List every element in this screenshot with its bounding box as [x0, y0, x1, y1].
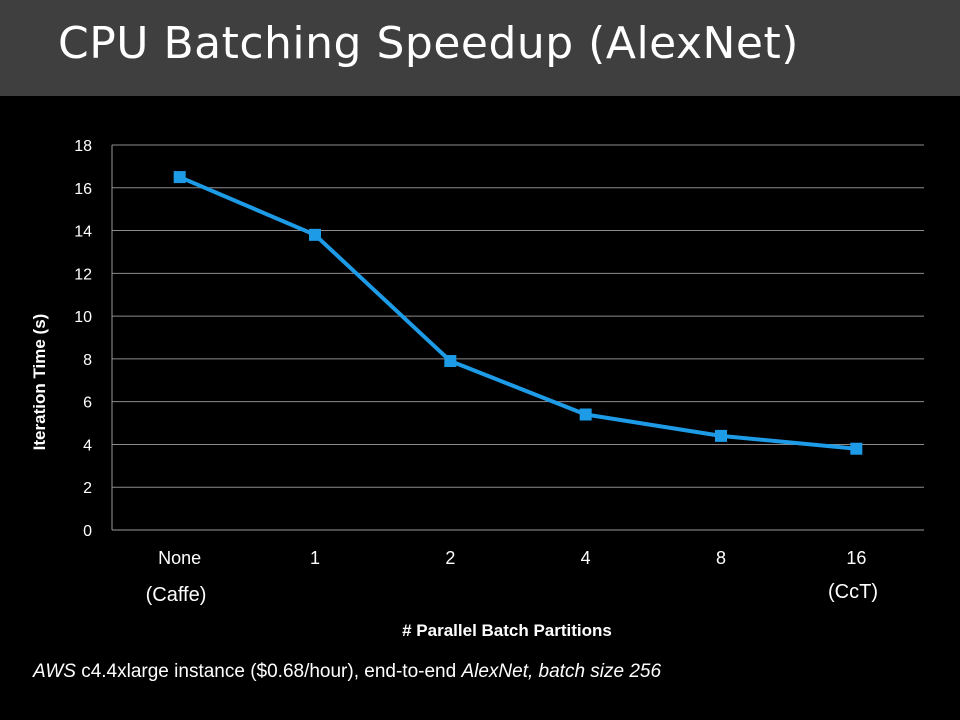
footnote: AWS c4.4xlarge instance ($0.68/hour), en…: [33, 661, 661, 683]
x-tick-label: 4: [581, 548, 591, 568]
y-tick-label: 6: [83, 395, 92, 412]
y-tick-label: 18: [74, 138, 92, 155]
y-tick-labels: 0 2 4 6 8 10 12 14 16 18: [74, 138, 92, 540]
annotation-cct: (CcT): [828, 581, 878, 603]
title-bar: [0, 0, 960, 96]
series-line: [178, 175, 857, 451]
series-group: [173, 171, 863, 455]
data-point-marker: [850, 442, 863, 455]
y-tick-label: 14: [74, 224, 92, 241]
gridlines: [112, 144, 924, 488]
footnote-batch: , batch size 256: [527, 661, 662, 682]
x-tick-label: 8: [716, 548, 726, 568]
footnote-aws: AWS: [33, 661, 76, 682]
y-tick-label: 0: [83, 523, 92, 540]
x-tick-label: 1: [310, 548, 320, 568]
y-tick-label: 16: [74, 181, 92, 198]
footnote-instance: c4.4xlarge instance ($0.68/hour), end-to…: [75, 661, 462, 682]
y-tick-label: 4: [83, 437, 92, 454]
data-point-marker: [444, 355, 457, 368]
y-tick-label: 2: [83, 480, 92, 497]
data-point-marker: [173, 171, 186, 184]
x-tick-label: 2: [445, 548, 455, 568]
x-tick-labels: None 1 2 4 8 16: [158, 548, 866, 568]
slide-title: CPU Batching Speedup (AlexNet): [58, 18, 799, 69]
y-axis-label: Iteration Time (s): [30, 314, 49, 451]
footnote-alexnet: AlexNet: [461, 661, 528, 682]
annotation-caffe: (Caffe): [146, 584, 207, 606]
y-tick-label: 12: [74, 266, 92, 283]
data-point-marker: [715, 429, 727, 442]
x-tick-label: 16: [846, 548, 866, 568]
data-point-marker: [309, 228, 321, 241]
x-axis-label: # Parallel Batch Partitions: [402, 621, 612, 640]
y-tick-label: 10: [74, 309, 92, 326]
data-point-marker: [579, 408, 592, 421]
y-tick-label: 8: [83, 352, 92, 369]
x-tick-label: None: [158, 548, 201, 568]
